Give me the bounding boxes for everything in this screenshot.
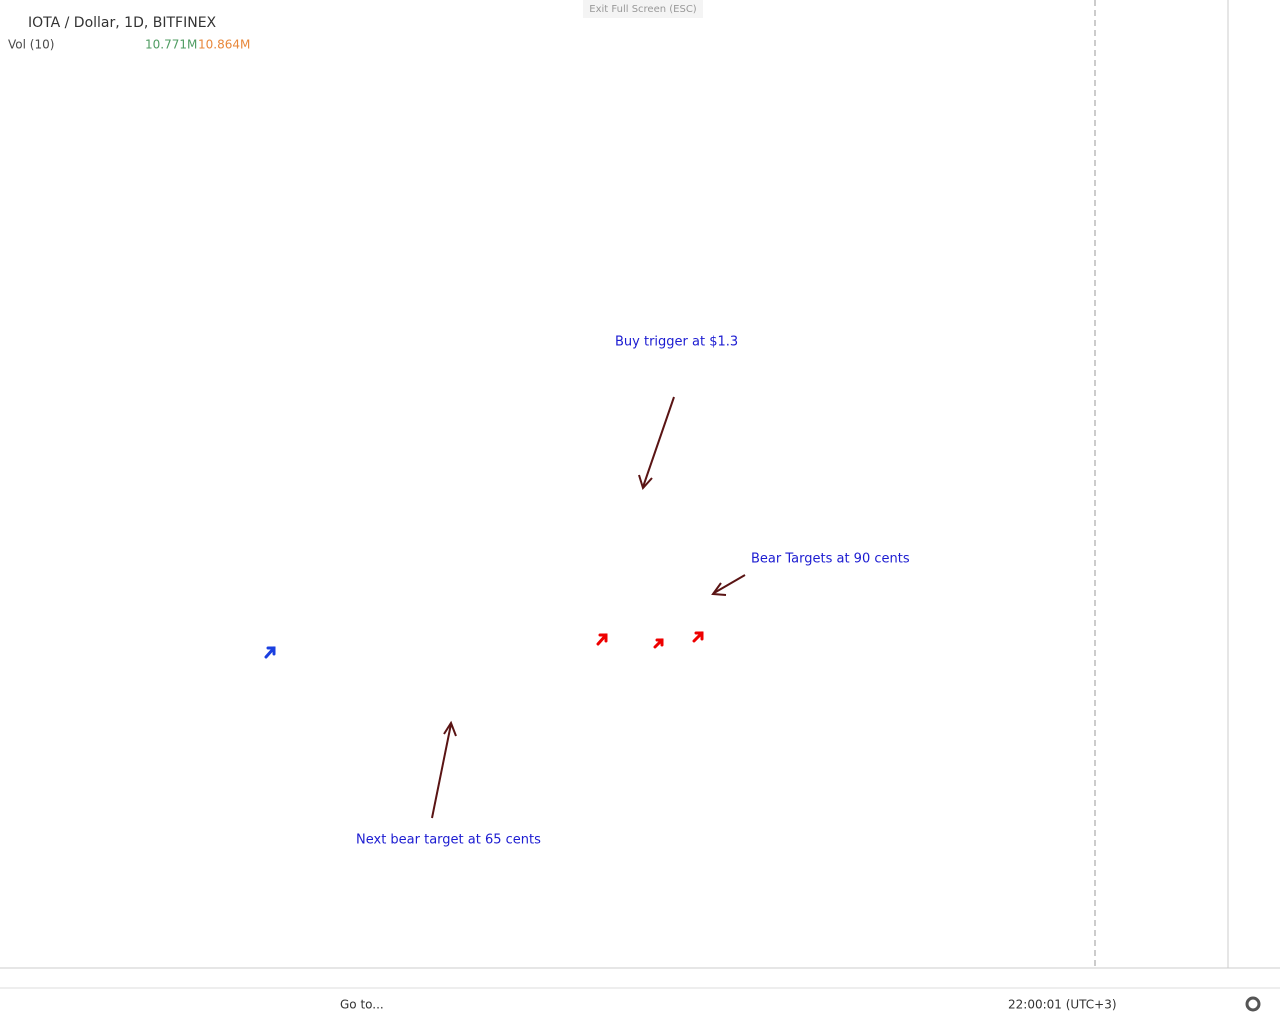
markers bbox=[264, 631, 704, 659]
toolbar bbox=[0, 988, 1280, 1024]
exit-button-bg[interactable] bbox=[583, 0, 703, 18]
clock: 22:00:01 (UTC+3) bbox=[1008, 998, 1117, 1012]
volume-ma-value: 10.864M bbox=[198, 38, 250, 52]
symbol: IOTA / Dollar, 1D, BITFINEX bbox=[28, 15, 217, 31]
exit-button[interactable]: Exit Full Screen (ESC) bbox=[589, 4, 697, 15]
settings[interactable] bbox=[1245, 996, 1261, 1012]
annotation: Next bear target at 65 cents bbox=[356, 833, 541, 848]
arrows bbox=[431, 396, 746, 819]
volume-value: 10.771M bbox=[145, 38, 197, 52]
goto[interactable]: Go to... bbox=[340, 998, 384, 1012]
annotation: Bear Targets at 90 cents bbox=[751, 552, 910, 567]
indicator: Vol (10) bbox=[8, 38, 54, 52]
annotation: Buy trigger at $1.3 bbox=[615, 335, 738, 350]
